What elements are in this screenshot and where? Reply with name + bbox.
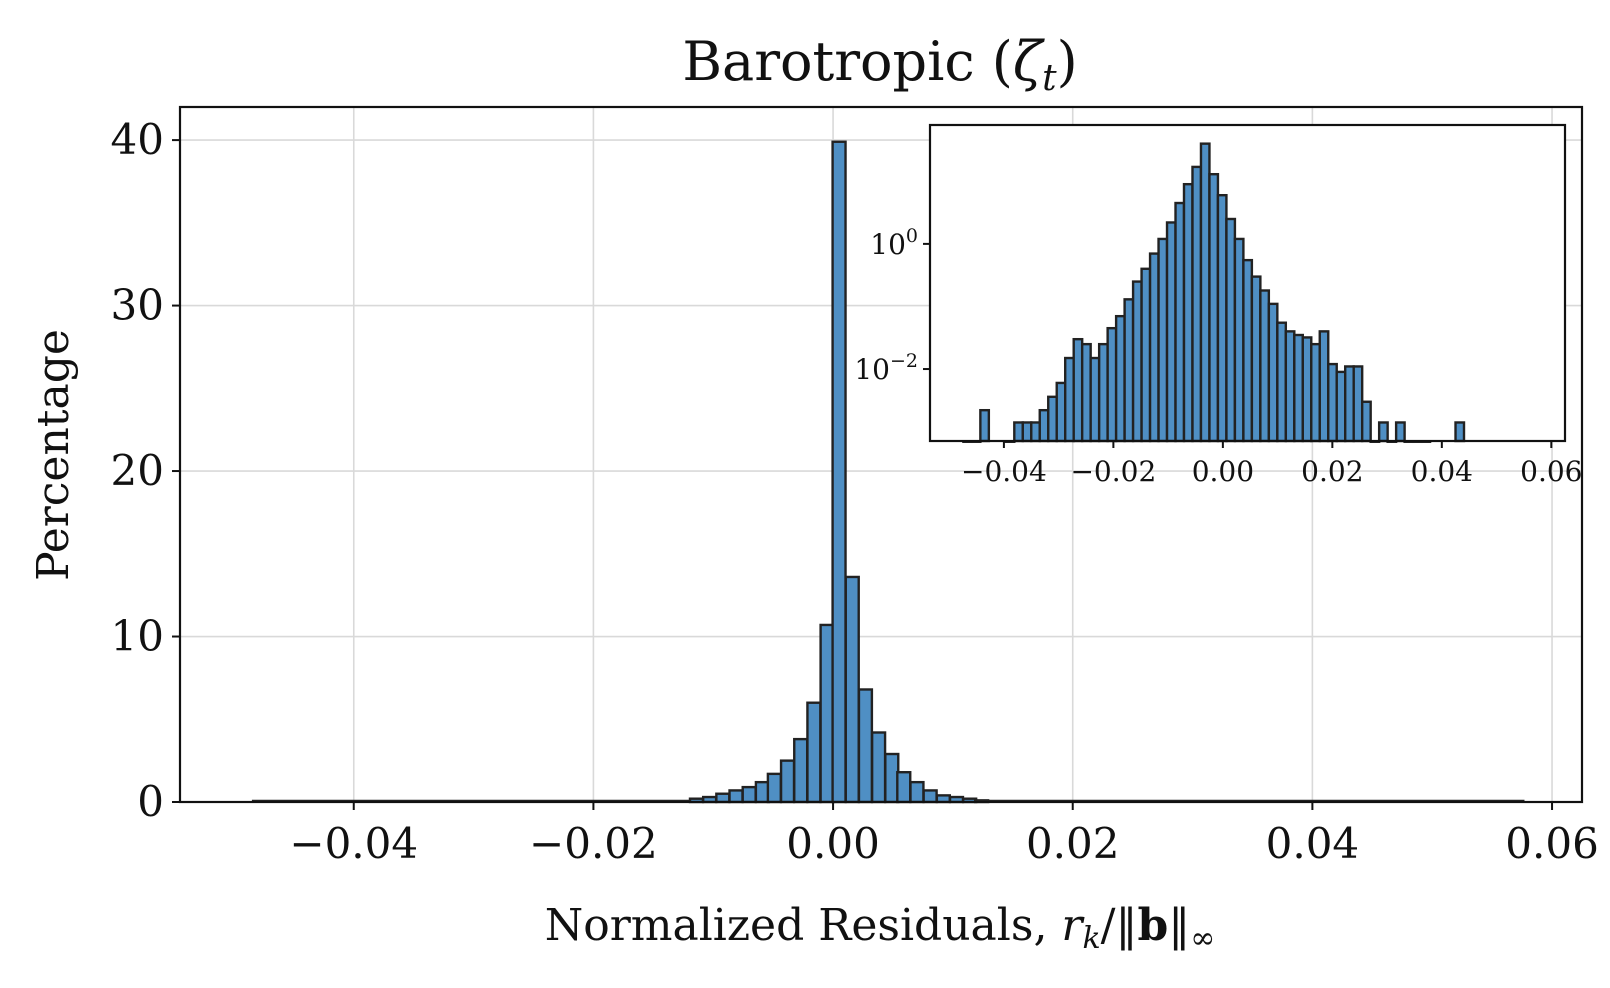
histogram-bar — [922, 789, 938, 804]
inset-histogram-bar — [1114, 314, 1126, 443]
histogram-bar — [806, 701, 822, 804]
inset-y-tick-label: 100 — [870, 225, 918, 261]
inset-histogram-bar — [1157, 237, 1169, 443]
x-tick-label: 0.02 — [1026, 819, 1120, 868]
inset-histogram-bar — [1064, 356, 1075, 443]
histogram-bar — [909, 780, 925, 804]
inset-histogram-bar — [1199, 142, 1211, 443]
inset-histogram-bar — [1013, 421, 1024, 443]
histogram-bar — [715, 792, 731, 804]
inset-histogram-bar — [1038, 408, 1050, 443]
histogram-bar — [857, 688, 874, 804]
inset-histogram-bar — [979, 408, 991, 443]
inset-histogram-bar — [1276, 321, 1288, 443]
inset-histogram-bar — [1344, 365, 1355, 443]
inset-histogram-bar — [1182, 182, 1194, 443]
inset-histogram-bar — [1284, 330, 1296, 443]
y-tick-label: 10 — [111, 612, 164, 661]
inset-histogram-bar — [1352, 365, 1364, 443]
inset-histogram-bar — [1191, 165, 1203, 443]
inset-histogram-bar — [1335, 370, 1347, 443]
inset-histogram-bar — [1301, 336, 1313, 443]
inset-y-tick-label: 10−2 — [854, 350, 918, 386]
y-axis-label: Percentage — [28, 329, 79, 581]
inset-histogram-bar — [1089, 356, 1101, 443]
histogram-bar — [766, 772, 783, 804]
inset-histogram-bar — [1021, 421, 1033, 443]
histogram-bar — [896, 771, 912, 804]
inset-histogram-bar — [1233, 237, 1245, 443]
inset-x-tick-label: 0.06 — [1520, 455, 1582, 488]
x-tick-label: −0.02 — [529, 819, 658, 868]
inset-histogram-bar — [1080, 342, 1092, 443]
inset-x-tick-label: 0.02 — [1301, 455, 1363, 488]
main-plot-frame — [178, 105, 1584, 804]
histogram-bar — [779, 759, 796, 804]
inset-histogram-bar — [1097, 342, 1109, 443]
y-tick-label: 40 — [111, 115, 164, 164]
histogram-bar — [728, 789, 744, 804]
inset-histogram-bar — [1123, 298, 1135, 443]
inset-histogram-bar — [1055, 381, 1067, 443]
inset-histogram-bar — [1148, 252, 1160, 443]
histogram-bar — [741, 785, 757, 804]
histogram-bar — [831, 140, 847, 804]
inset-histogram-bar — [1047, 395, 1058, 443]
inset-x-tick-label: −0.02 — [1070, 455, 1156, 488]
inset-histogram-bar — [1394, 421, 1406, 443]
inset-axis-ticks: −0.04 −0.02 0.00 0.02 0.04 0.06 10−2 100 — [854, 225, 1582, 488]
main-axis-ticks: −0.04 −0.02 0.00 0.02 0.04 0.06 0 10 20 30 40 — [111, 115, 1599, 868]
inset-plot-frame — [928, 123, 1567, 443]
inset-x-tick-label: 0.00 — [1192, 455, 1254, 488]
inset-histogram-bar — [1318, 330, 1330, 443]
inset-histogram-bar — [1377, 421, 1389, 443]
chart-title: Barotropic (ζt) — [682, 30, 1077, 99]
inset-histogram-bar — [1216, 193, 1228, 443]
x-tick-label: −0.04 — [289, 819, 418, 868]
x-tick-label: 0.06 — [1505, 819, 1599, 868]
inset-histogram-bar — [1030, 421, 1041, 443]
inset-histogram-bar — [1140, 267, 1152, 443]
x-tick-label: 0.00 — [786, 819, 880, 868]
inset-histogram-bar — [1259, 289, 1271, 443]
y-tick-label: 0 — [137, 777, 164, 826]
inset-histogram-bar — [1454, 421, 1466, 443]
x-tick-label: 0.04 — [1266, 819, 1360, 868]
histogram-bar — [844, 575, 860, 804]
inset-histogram-bar — [1293, 333, 1304, 443]
inset-histogram-bar — [1310, 342, 1321, 443]
inset-histogram-bar — [1072, 337, 1084, 443]
inset-histogram-bar — [1131, 280, 1143, 443]
y-tick-label: 20 — [111, 446, 164, 495]
inset-histogram-bar — [1250, 275, 1262, 443]
inset-histogram-bar — [1242, 258, 1254, 443]
inset-histogram-bar — [1106, 326, 1118, 443]
inset-histogram-bar — [1165, 221, 1177, 443]
inset-histogram-bars — [962, 142, 1466, 444]
inset-histogram-bar — [1225, 217, 1237, 443]
x-axis-label: Normalized Residuals, rk/‖b‖∞ — [545, 900, 1216, 956]
histogram-bar — [870, 731, 887, 804]
inset-histogram-bar — [1174, 201, 1186, 443]
inset-x-tick-label: −0.04 — [961, 455, 1047, 488]
y-tick-label: 30 — [111, 281, 164, 330]
inset-histogram-bar — [1360, 400, 1372, 443]
inset-x-tick-label: 0.04 — [1411, 455, 1473, 488]
histogram-bar — [793, 737, 809, 804]
inset-histogram-bar — [1208, 172, 1220, 443]
inset-histogram-bar — [1327, 362, 1338, 443]
inset-histogram-bar — [1267, 302, 1279, 443]
